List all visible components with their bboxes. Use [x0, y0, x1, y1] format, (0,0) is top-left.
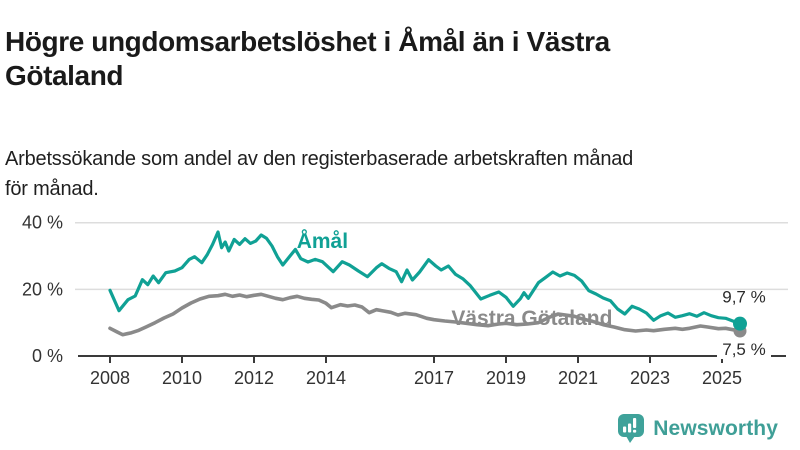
- x-tick-label-2012: 2012: [234, 368, 274, 388]
- vastra-gotaland-end-value-label: 7,5 %: [722, 340, 765, 359]
- y-axis-tick-labels: 0 % 20 % 40 %: [22, 213, 63, 366]
- end-value-label-background: [717, 340, 771, 360]
- chart-subtitle: Arbetssökande som andel av den registerb…: [5, 144, 785, 204]
- subtitle-line-1: Arbetssökande som andel av den registerb…: [5, 148, 634, 170]
- x-tick-label-2014: 2014: [306, 368, 346, 388]
- x-tick-label-2017: 2017: [414, 368, 454, 388]
- x-tick-label-2019: 2019: [486, 368, 526, 388]
- x-tick-label-2023: 2023: [630, 368, 670, 388]
- brand-name: Newsworthy: [653, 416, 778, 440]
- page-title: Högre ungdomsarbetslöshet i Åmål än i Vä…: [5, 25, 775, 93]
- title-line-1: Högre ungdomsarbetslöshet i Åmål än i Vä…: [5, 25, 610, 57]
- newsworthy-logo: Newsworthy: [617, 413, 778, 444]
- title-line-2: Götaland: [5, 59, 124, 91]
- vastra-gotaland-line: [108, 292, 742, 337]
- gridlines: [75, 221, 788, 291]
- amal-line: [108, 230, 742, 326]
- x-tick-label-2025: 2025: [702, 368, 742, 388]
- unemployment-line-chart: 0 % 20 % 40 % 2008 2010 2012 2014 2017 2019 2021…: [0, 198, 800, 403]
- x-axis-ticks: 2008 2010 2012 2014 2017 2019 2021 2023 2025: [90, 356, 742, 388]
- chart-canvas: 0 % 20 % 40 % 2008 2010 2012 2014 2017 2019 2021…: [22, 213, 788, 388]
- subtitle-line-2: för månad.: [5, 178, 99, 200]
- y-tick-label-40: 40 %: [22, 213, 63, 233]
- y-tick-label-0: 0 %: [32, 346, 63, 366]
- bar-chart-speech-bubble-icon: [618, 414, 645, 443]
- x-tick-label-2010: 2010: [162, 368, 202, 388]
- vastra-gotaland-series-label: Västra Götaland: [451, 307, 612, 330]
- y-tick-label-20: 20 %: [22, 279, 63, 299]
- amal-end-value-label: 9,7 %: [722, 288, 765, 307]
- x-tick-label-2021: 2021: [558, 368, 598, 388]
- x-tick-label-2008: 2008: [90, 368, 130, 388]
- amal-series-label: Åmål: [297, 229, 348, 253]
- amal-end-dot: [733, 316, 747, 331]
